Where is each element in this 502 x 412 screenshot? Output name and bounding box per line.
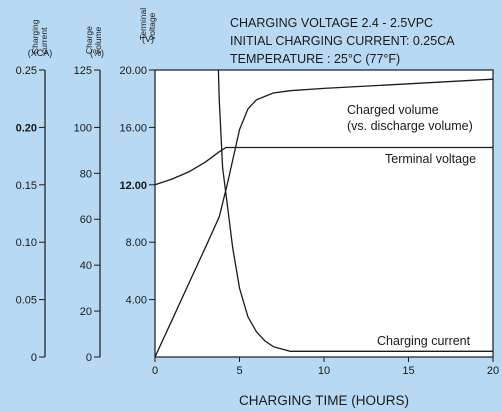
- volume-tick-label: 60: [80, 214, 92, 226]
- note-initial-current: INITIAL CHARGING CURRENT: 0.25CA: [230, 34, 455, 48]
- voltage-tick-label: 12.00: [119, 180, 147, 192]
- volume-axis-caption: Charge volume: [84, 26, 103, 54]
- voltage-axis-caption: Terminal voltage: [138, 8, 157, 40]
- current-tick-label: 0.20: [16, 122, 37, 134]
- voltage-tick-label: 8.00: [126, 237, 147, 249]
- volume-tick-label: 40: [80, 260, 92, 272]
- x-tick-label: 10: [318, 365, 330, 377]
- voltage-axis-label-line1: Terminal: [138, 8, 148, 40]
- volume-tick-label: 0: [86, 352, 92, 364]
- x-tick-label: 20: [487, 365, 499, 377]
- volume-tick-label: 20: [80, 306, 92, 318]
- current-tick-label: 0: [31, 352, 37, 364]
- series-label-charged-volume: Charged volume: [347, 103, 439, 117]
- voltage-tick-label: 16.00: [119, 122, 147, 134]
- current-axis-unit: (XCA): [28, 48, 53, 58]
- note-temperature: TEMPERATURE : 25°C (77°F): [230, 52, 400, 66]
- current-tick-label: 0.10: [16, 237, 37, 249]
- charged-volume-line: [154, 78, 494, 358]
- x-tick-label: 5: [236, 365, 242, 377]
- x-tick-label: 0: [152, 365, 158, 377]
- plot-frame: [154, 69, 494, 358]
- volume-axis-label-line2: volume: [93, 26, 103, 54]
- terminal-voltage-line: [154, 146, 493, 186]
- series-label-charged-volume-line2: (vs. discharge volume): [347, 119, 473, 133]
- voltage-axis-unit: (V): [142, 34, 154, 44]
- voltage-axis-label-line2: voltage: [147, 12, 157, 40]
- current-axis-caption: Charging current: [30, 19, 49, 54]
- current-axis-label-line1: Charging: [30, 19, 40, 54]
- volume-tick-label: 100: [74, 122, 92, 134]
- volume-tick-label: 80: [80, 168, 92, 180]
- note-charging-voltage: CHARGING VOLTAGE 2.4 - 2.5VPC: [230, 16, 433, 30]
- series-label-terminal-voltage: Terminal voltage: [385, 152, 476, 166]
- current-tick-label: 0.25: [16, 65, 37, 77]
- current-tick-label: 0.15: [16, 180, 37, 192]
- current-tick-label: 0.05: [16, 295, 37, 307]
- voltage-tick-label: 4.00: [126, 295, 147, 307]
- series-label-charging-current: Charging current: [377, 334, 471, 348]
- x-axis-label: CHARGING TIME (HOURS): [239, 393, 409, 408]
- current-axis-label-line2: current: [39, 27, 49, 54]
- charging-current-line: [217, 69, 493, 352]
- volume-axis-unit: (%): [90, 48, 104, 58]
- voltage-tick-label: 20.00: [119, 65, 147, 77]
- volume-axis-label-line1: Charge: [84, 26, 94, 54]
- volume-tick-label: 125: [74, 65, 92, 77]
- x-tick-label: 15: [402, 365, 414, 377]
